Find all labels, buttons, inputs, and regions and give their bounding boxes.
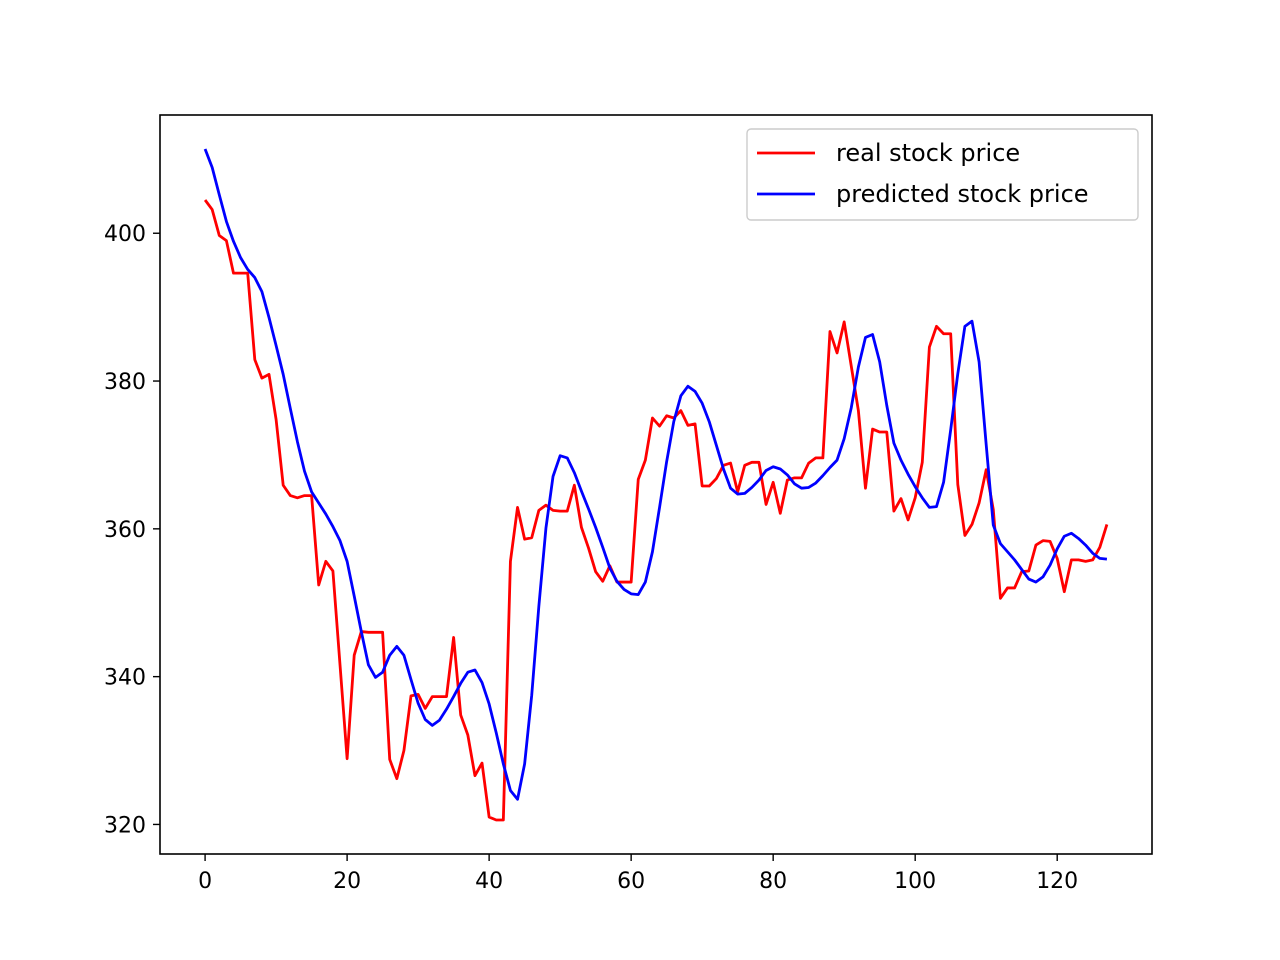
series-layer (203, 148, 1109, 822)
x-tick-label: 20 (333, 869, 361, 894)
legend-box (746, 128, 1139, 221)
x-tick-label: 80 (759, 869, 787, 894)
x-tick-label: 60 (617, 869, 645, 894)
legend-label-0: real stock price (836, 139, 1020, 167)
series-line-1 (203, 148, 1108, 801)
x-tick-label: 120 (1036, 869, 1078, 894)
y-tick-label: 360 (104, 518, 146, 543)
plot-frame (159, 114, 1153, 855)
y-axis: 320 340 360 380 400 (104, 222, 160, 838)
x-tick-label: 100 (894, 869, 936, 894)
x-tick-label: 40 (475, 869, 503, 894)
series-line-0 (203, 199, 1109, 822)
y-tick-label: 320 (104, 813, 146, 838)
y-tick-label: 380 (104, 370, 146, 395)
y-tick-label: 340 (104, 666, 146, 691)
x-tick-label: 0 (198, 869, 212, 894)
legend-label-1: predicted stock price (836, 180, 1089, 208)
plot-area (160, 115, 1152, 854)
legend: real stock price predicted stock price (746, 128, 1139, 221)
x-axis: 0 20 40 60 80 100 120 (198, 854, 1078, 894)
y-tick-label: 400 (104, 222, 146, 247)
